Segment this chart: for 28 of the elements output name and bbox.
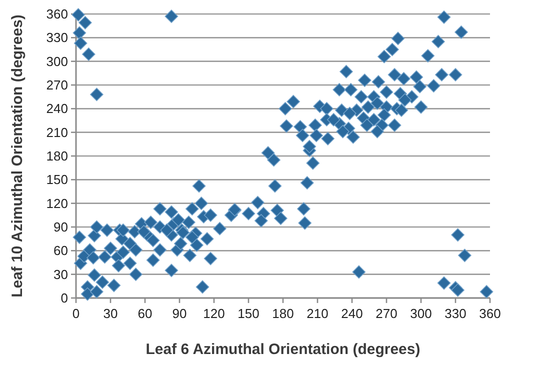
x-tick-label: 270 xyxy=(376,306,398,321)
x-tick-label: 30 xyxy=(103,306,118,321)
y-tick-label: 120 xyxy=(46,196,68,211)
y-tick-label: 180 xyxy=(46,148,68,164)
y-tick-label: 90 xyxy=(54,220,68,234)
y-tick-label: 300 xyxy=(46,54,68,69)
y-tick-label: 330 xyxy=(46,30,68,46)
x-tick-label: 300 xyxy=(410,306,432,321)
y-tick-label: 0 xyxy=(60,290,68,306)
x-tick-label: 360 xyxy=(479,306,501,321)
y-tick-label: 150 xyxy=(46,172,68,188)
x-tick-label: 330 xyxy=(444,306,466,321)
x-axis-title: Leaf 6 Azimuthal Orientation (degrees) xyxy=(146,341,420,358)
y-tick-label: 270 xyxy=(46,78,68,92)
x-tick-label: 60 xyxy=(138,306,152,321)
x-tick-label: 150 xyxy=(238,306,260,321)
x-tick-label: 0 xyxy=(72,306,80,321)
x-tick-label: 180 xyxy=(272,306,294,321)
y-tick-label: 240 xyxy=(46,101,68,116)
x-tick-label: 90 xyxy=(172,306,187,321)
x-tick-label: 120 xyxy=(203,306,225,321)
y-tick-label: 60 xyxy=(54,243,68,258)
y-tick-label: 360 xyxy=(46,6,68,22)
x-tick-label: 240 xyxy=(341,306,363,321)
y-tick-label: 30 xyxy=(54,266,68,282)
x-tick-label: 210 xyxy=(306,306,328,321)
y-axis-title: Leaf 10 Azimuthal Orientation (degrees) xyxy=(9,14,26,298)
y-tick-label: 210 xyxy=(46,124,68,140)
